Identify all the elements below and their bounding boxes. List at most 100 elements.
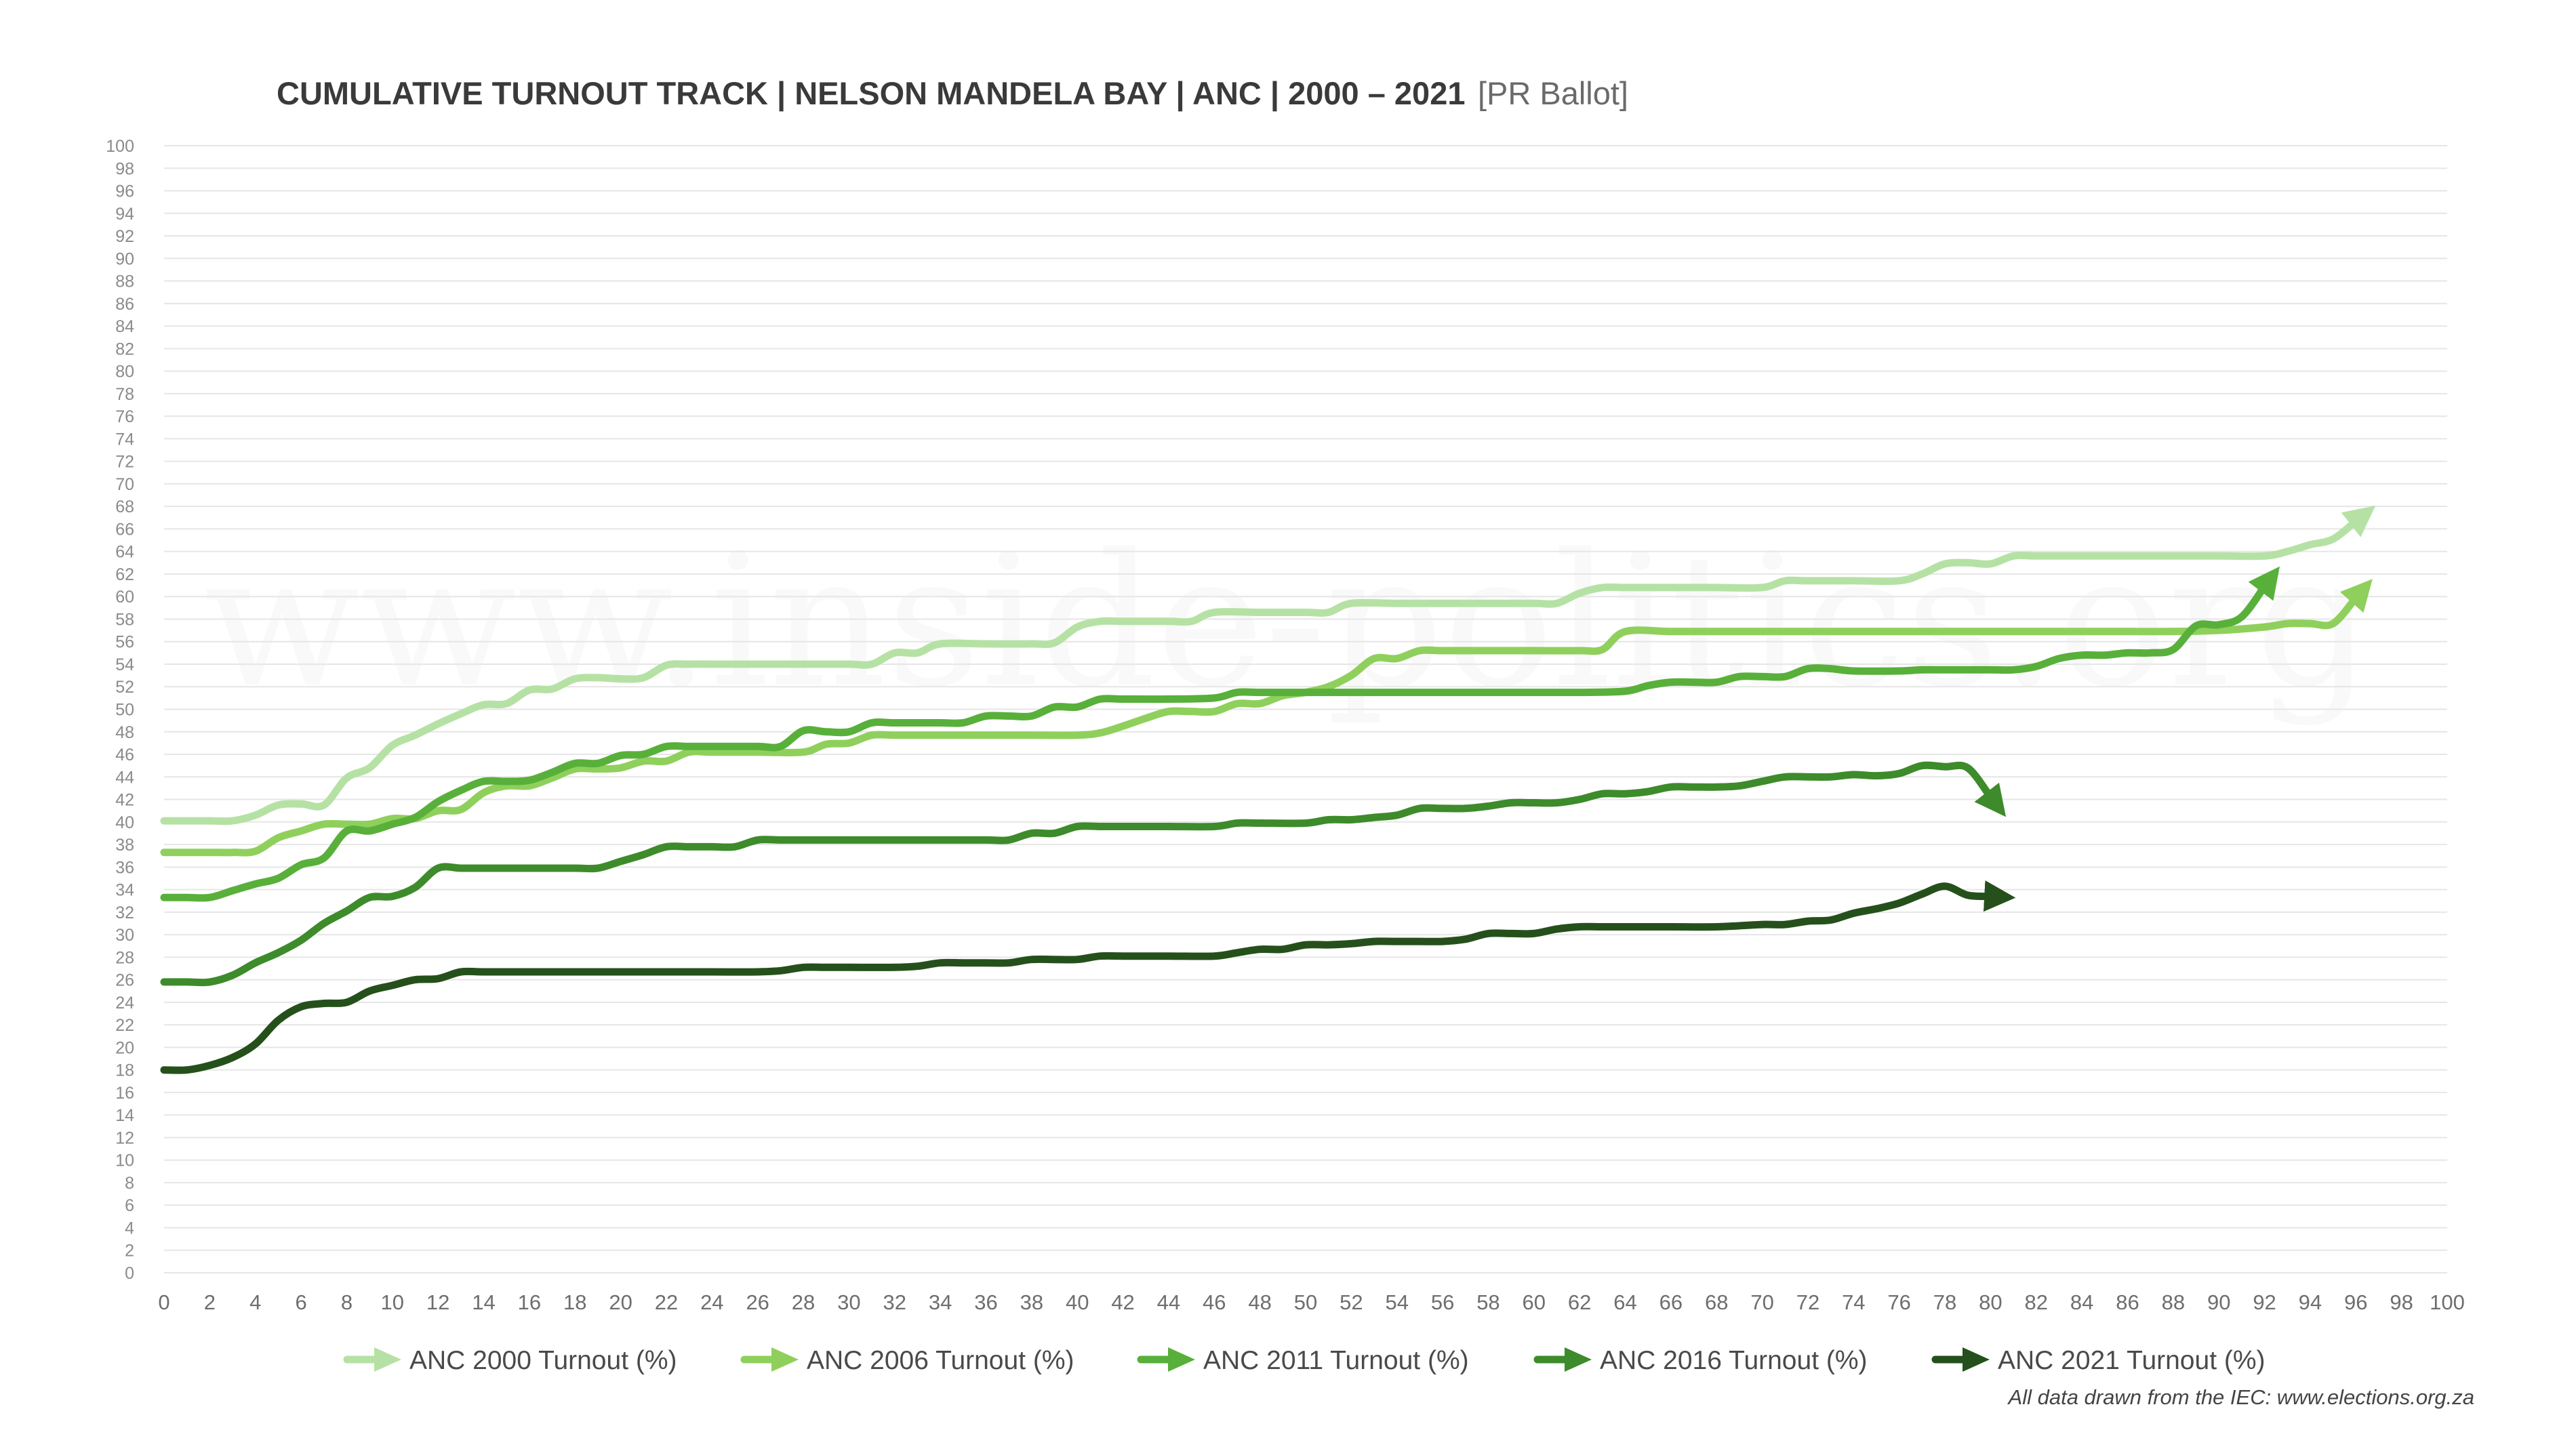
x-tick-label: 12 <box>426 1290 449 1314</box>
x-axis: 0 2 4 6 8 10 12 14 16 18 20 22 24 26 28 30 32 34 36 38 40 42 4… <box>158 1290 2464 1314</box>
y-tick-label: 28 <box>115 948 134 967</box>
x-tick-label: 2 <box>204 1290 216 1314</box>
legend: ANC 2000 Turnout (%) ANC 2006 Turnout (%)… <box>343 1346 2266 1375</box>
legend-label: ANC 2006 Turnout (%) <box>807 1346 1074 1375</box>
y-tick-label: 8 <box>125 1174 134 1193</box>
x-tick-label: 96 <box>2344 1290 2367 1314</box>
source-note: All data drawn from the IEC: www.electio… <box>2007 1385 2474 1409</box>
y-tick-label: 22 <box>115 1016 134 1035</box>
y-tick-label: 24 <box>115 994 134 1013</box>
x-tick-label: 54 <box>1385 1290 1408 1314</box>
legend-swatch-arrow-icon <box>374 1347 401 1372</box>
legend-swatch-arrow-icon <box>1565 1347 1592 1372</box>
legend-item-4: ANC 2016 Turnout (%) <box>1533 1346 1868 1375</box>
x-tick-label: 4 <box>249 1290 261 1314</box>
y-tick-label: 72 <box>115 453 134 472</box>
y-tick-label: 30 <box>115 926 134 945</box>
x-tick-label: 86 <box>2116 1290 2139 1314</box>
x-tick-label: 34 <box>929 1290 952 1314</box>
y-tick-label: 60 <box>115 588 134 607</box>
y-tick-label: 100 <box>106 137 134 156</box>
y-tick-label: 66 <box>115 520 134 539</box>
y-tick-label: 54 <box>115 655 134 674</box>
y-tick-label: 46 <box>115 746 134 764</box>
series-line-3 <box>160 566 2280 902</box>
y-tick-label: 6 <box>125 1196 134 1215</box>
legend-swatch-arrow-icon <box>1963 1347 1990 1372</box>
x-tick-label: 88 <box>2162 1290 2185 1314</box>
y-tick-label: 40 <box>115 813 134 832</box>
x-tick-label: 56 <box>1431 1290 1454 1314</box>
y-tick-label: 92 <box>115 227 134 246</box>
y-tick-label: 80 <box>115 363 134 382</box>
legend-swatch-arrow-icon <box>771 1347 799 1372</box>
y-tick-label: 36 <box>115 858 134 877</box>
legend-item-5: ANC 2021 Turnout (%) <box>1931 1346 2266 1375</box>
x-tick-label: 80 <box>1979 1290 2002 1314</box>
x-tick-label: 36 <box>974 1290 997 1314</box>
x-tick-label: 90 <box>2207 1290 2230 1314</box>
x-tick-label: 40 <box>1066 1290 1089 1314</box>
x-tick-label: 94 <box>2299 1290 2322 1314</box>
x-tick-label: 76 <box>1887 1290 1910 1314</box>
y-tick-label: 32 <box>115 903 134 922</box>
y-tick-label: 78 <box>115 385 134 404</box>
y-tick-label: 94 <box>115 205 134 224</box>
x-tick-label: 6 <box>295 1290 306 1314</box>
y-tick-label: 84 <box>115 317 134 336</box>
y-tick-label: 74 <box>115 430 134 449</box>
series-lines <box>160 505 2376 1074</box>
y-tick-label: 76 <box>115 407 134 426</box>
x-tick-label: 10 <box>381 1290 404 1314</box>
x-tick-label: 70 <box>1750 1290 1773 1314</box>
x-tick-label: 82 <box>2025 1290 2048 1314</box>
chart-title: CUMULATIVE TURNOUT TRACK | NELSON MANDEL… <box>277 75 1628 111</box>
y-tick-label: 86 <box>115 295 134 314</box>
legend-item-2: ANC 2006 Turnout (%) <box>740 1346 1074 1375</box>
y-tick-label: 48 <box>115 723 134 742</box>
y-tick-label: 62 <box>115 565 134 584</box>
legend-swatch-arrow-icon <box>1168 1347 1195 1372</box>
x-tick-label: 60 <box>1523 1290 1546 1314</box>
x-tick-label: 74 <box>1842 1290 1865 1314</box>
x-tick-label: 62 <box>1568 1290 1591 1314</box>
y-tick-label: 2 <box>125 1242 134 1261</box>
x-tick-label: 24 <box>700 1290 723 1314</box>
x-tick-label: 68 <box>1705 1290 1728 1314</box>
x-tick-label: 72 <box>1796 1290 1819 1314</box>
y-tick-label: 96 <box>115 182 134 201</box>
grid-lines <box>164 145 2447 1273</box>
x-tick-label: 84 <box>2070 1290 2093 1314</box>
y-tick-label: 56 <box>115 633 134 652</box>
y-tick-label: 88 <box>115 272 134 291</box>
x-tick-label: 64 <box>1613 1290 1636 1314</box>
chart-title-main: CUMULATIVE TURNOUT TRACK | NELSON MANDEL… <box>277 75 1465 111</box>
y-tick-label: 14 <box>115 1106 134 1125</box>
x-tick-label: 44 <box>1157 1290 1180 1314</box>
legend-label: ANC 2000 Turnout (%) <box>409 1346 677 1375</box>
x-tick-label: 58 <box>1476 1290 1500 1314</box>
y-tick-label: 38 <box>115 836 134 855</box>
x-tick-label: 22 <box>655 1290 678 1314</box>
x-tick-label: 100 <box>2430 1290 2465 1314</box>
x-tick-label: 32 <box>883 1290 906 1314</box>
x-tick-label: 18 <box>563 1290 586 1314</box>
x-tick-label: 14 <box>472 1290 495 1314</box>
x-tick-label: 78 <box>1933 1290 1956 1314</box>
x-tick-label: 16 <box>518 1290 541 1314</box>
y-tick-label: 52 <box>115 678 134 697</box>
series-line-4 <box>160 761 2007 987</box>
y-tick-label: 18 <box>115 1061 134 1080</box>
x-tick-label: 50 <box>1294 1290 1317 1314</box>
x-tick-label: 92 <box>2253 1290 2276 1314</box>
y-tick-label: 34 <box>115 881 134 900</box>
x-tick-label: 42 <box>1111 1290 1134 1314</box>
series-line-5 <box>160 880 2016 1074</box>
x-tick-label: 28 <box>792 1290 815 1314</box>
legend-item-3: ANC 2011 Turnout (%) <box>1137 1346 1469 1375</box>
x-tick-label: 66 <box>1659 1290 1683 1314</box>
chart-subtitle: [PR Ballot] <box>1478 75 1628 111</box>
y-tick-label: 20 <box>115 1038 134 1057</box>
x-tick-label: 20 <box>609 1290 632 1314</box>
